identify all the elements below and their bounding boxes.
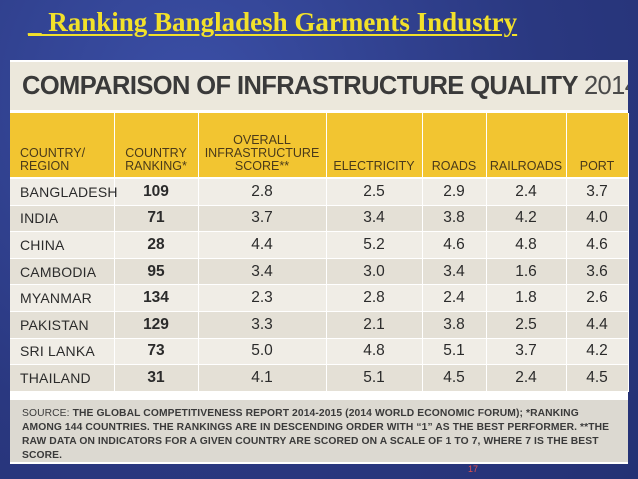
cell-roads: 3.8 xyxy=(422,205,487,233)
cell-rank: 28 xyxy=(114,231,199,259)
cell-overall: 4.1 xyxy=(198,364,327,392)
cell-railroads: 4.8 xyxy=(486,231,567,259)
source-text: THE GLOBAL COMPETITIVENESS REPORT 2014-2… xyxy=(22,408,610,461)
cell-rank: 31 xyxy=(114,364,199,392)
cell-electricity: 3.4 xyxy=(326,205,423,233)
table-title-main: COMPARISON OF INFRASTRUCTURE QUALITY xyxy=(22,72,578,100)
source-label: SOURCE: xyxy=(22,408,70,419)
cell-electricity: 2.1 xyxy=(326,311,423,339)
header-rank: COUNTRY RANKING* xyxy=(114,113,199,178)
header-electricity: ELECTRICITY xyxy=(326,113,423,178)
source-note: SOURCE: THE GLOBAL COMPETITIVENESS REPOR… xyxy=(10,400,628,462)
cell-country: THAILAND xyxy=(10,364,115,392)
cell-port: 4.0 xyxy=(566,205,629,233)
cell-electricity: 2.5 xyxy=(326,176,423,206)
cell-railroads: 1.6 xyxy=(486,258,567,286)
cell-rank: 71 xyxy=(114,205,199,233)
cell-overall: 2.8 xyxy=(198,176,327,206)
header-country: COUNTRY/ REGION xyxy=(10,113,115,178)
header-roads: ROADS xyxy=(422,113,487,178)
header-overall: OVERALL INFRASTRUCTURE SCORE** xyxy=(198,113,327,178)
cell-port: 4.5 xyxy=(566,364,629,392)
table-row: CAMBODIA 95 3.4 3.0 3.4 1.6 3.6 xyxy=(10,258,629,286)
cell-country: INDIA xyxy=(10,205,115,233)
cell-roads: 3.8 xyxy=(422,311,487,339)
cell-country: CHINA xyxy=(10,231,115,259)
cell-country: MYANMAR xyxy=(10,284,115,312)
table-row: INDIA 71 3.7 3.4 3.8 4.2 4.0 xyxy=(10,205,629,233)
header-port: PORT xyxy=(566,113,629,178)
cell-country: SRI LANKA xyxy=(10,338,115,366)
header-railroads: RAILROADS xyxy=(486,113,567,178)
table-row: SRI LANKA 73 5.0 4.8 5.1 3.7 4.2 xyxy=(10,338,629,366)
cell-roads: 2.9 xyxy=(422,176,487,206)
cell-rank: 134 xyxy=(114,284,199,312)
table-row: THAILAND 31 4.1 5.1 4.5 2.4 4.5 xyxy=(10,364,629,392)
cell-railroads: 2.4 xyxy=(486,364,567,392)
cell-port: 4.6 xyxy=(566,231,629,259)
cell-rank: 95 xyxy=(114,258,199,286)
cell-electricity: 5.1 xyxy=(326,364,423,392)
table-header-row: COUNTRY/ REGION COUNTRY RANKING* OVERALL… xyxy=(10,113,629,178)
cell-port: 3.7 xyxy=(566,176,629,206)
cell-electricity: 5.2 xyxy=(326,231,423,259)
cell-railroads: 3.7 xyxy=(486,338,567,366)
cell-rank: 73 xyxy=(114,338,199,366)
cell-electricity: 2.8 xyxy=(326,284,423,312)
cell-rank: 109 xyxy=(114,176,199,206)
cell-country: PAKISTAN xyxy=(10,311,115,339)
cell-overall: 3.7 xyxy=(198,205,327,233)
infrastructure-table-figure: COMPARISON OF INFRASTRUCTURE QUALITY 201… xyxy=(10,60,629,464)
cell-roads: 4.5 xyxy=(422,364,487,392)
cell-roads: 4.6 xyxy=(422,231,487,259)
table-row: MYANMAR 134 2.3 2.8 2.4 1.8 2.6 xyxy=(10,284,629,312)
cell-railroads: 1.8 xyxy=(486,284,567,312)
cell-overall: 4.4 xyxy=(198,231,327,259)
cell-electricity: 4.8 xyxy=(326,338,423,366)
slide-title: _ Ranking Bangladesh Garments Industry xyxy=(28,7,518,37)
cell-port: 2.6 xyxy=(566,284,629,312)
table-row: PAKISTAN 129 3.3 2.1 3.8 2.5 4.4 xyxy=(10,311,629,339)
infrastructure-table: COUNTRY/ REGION COUNTRY RANKING* OVERALL… xyxy=(10,113,629,392)
cell-railroads: 2.4 xyxy=(486,176,567,206)
cell-roads: 2.4 xyxy=(422,284,487,312)
cell-overall: 5.0 xyxy=(198,338,327,366)
cell-port: 4.4 xyxy=(566,311,629,339)
cell-railroads: 4.2 xyxy=(486,205,567,233)
cell-port: 3.6 xyxy=(566,258,629,286)
table-title: COMPARISON OF INFRASTRUCTURE QUALITY 201… xyxy=(10,62,628,110)
cell-roads: 5.1 xyxy=(422,338,487,366)
slide-number: 17 xyxy=(467,464,478,474)
cell-country: CAMBODIA xyxy=(10,258,115,286)
cell-overall: 2.3 xyxy=(198,284,327,312)
cell-port: 4.2 xyxy=(566,338,629,366)
table-title-years: 2014-2015 xyxy=(583,72,628,100)
cell-country: BANGLADESH xyxy=(10,176,118,206)
table-row: BANGLADESH 109 2.8 2.5 2.9 2.4 3.7 xyxy=(10,176,629,206)
cell-electricity: 3.0 xyxy=(326,258,423,286)
cell-overall: 3.3 xyxy=(198,311,327,339)
cell-roads: 3.4 xyxy=(422,258,487,286)
cell-overall: 3.4 xyxy=(198,258,327,286)
cell-rank: 129 xyxy=(114,311,199,339)
cell-railroads: 2.5 xyxy=(486,311,567,339)
table-row: CHINA 28 4.4 5.2 4.6 4.8 4.6 xyxy=(10,231,629,259)
